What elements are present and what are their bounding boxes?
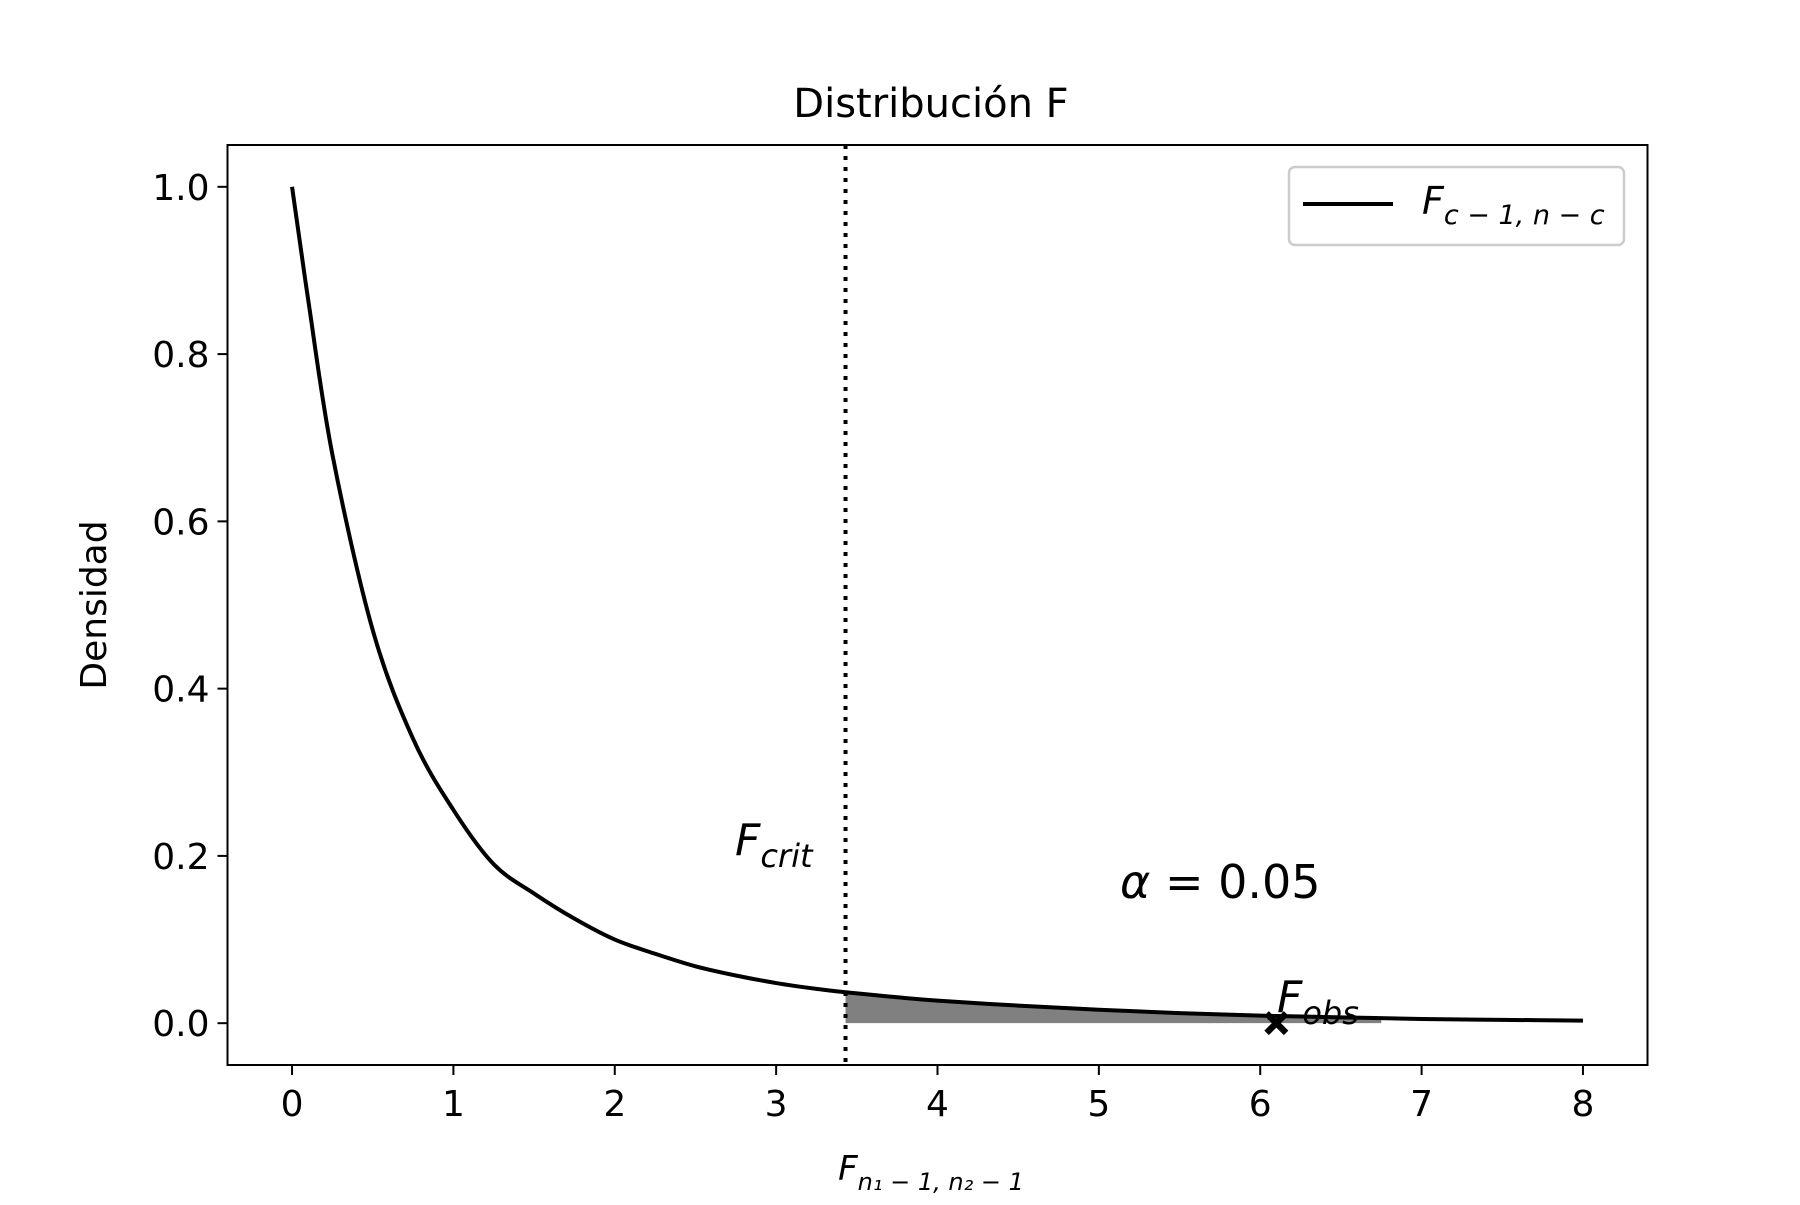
critical-value-label: Fcrit [735,815,814,875]
y-tick-label: 0.6 [152,502,209,543]
x-tick-label: 0 [281,1084,304,1125]
plot-area [290,145,1583,1065]
x-tick-label: 3 [765,1084,788,1125]
legend: Fc − 1, n − c [1287,165,1626,247]
alpha-annotation: α = 0.05 [1120,855,1321,909]
x-axis-ticks: 0 1 2 3 4 5 6 7 8 [281,1065,1595,1125]
y-tick-label: 0.4 [152,670,209,711]
axes-frame [226,144,1649,1066]
x-tick-label: 5 [1087,1084,1110,1125]
x-tick-label: 2 [603,1084,626,1125]
observed-value-label: Fobs [1277,972,1359,1032]
x-axis-label: Fn₁ − 1, n₂ − 1 [838,1149,1024,1196]
y-tick-label: 1.0 [152,168,209,209]
chart-title: Distribución F [793,81,1068,127]
legend-box [1287,165,1626,247]
observed-value-marker [1264,1011,1289,1036]
x-tick-label: 4 [926,1084,949,1125]
x-tick-label: 8 [1572,1084,1595,1125]
legend-label: Fc − 1, n − c [1422,179,1605,231]
y-tick-label: 0.8 [152,335,209,376]
y-tick-label: 0.0 [152,1004,209,1045]
density-curve [290,186,1583,1023]
x-tick-label: 1 [442,1084,465,1125]
y-axis-label: Densidad [74,520,115,689]
y-tick-label: 0.2 [152,837,209,878]
y-axis-ticks: 0.0 0.2 0.4 0.6 0.8 1.0 [152,168,228,1045]
x-tick-label: 7 [1410,1084,1433,1125]
x-tick-label: 6 [1249,1084,1272,1125]
